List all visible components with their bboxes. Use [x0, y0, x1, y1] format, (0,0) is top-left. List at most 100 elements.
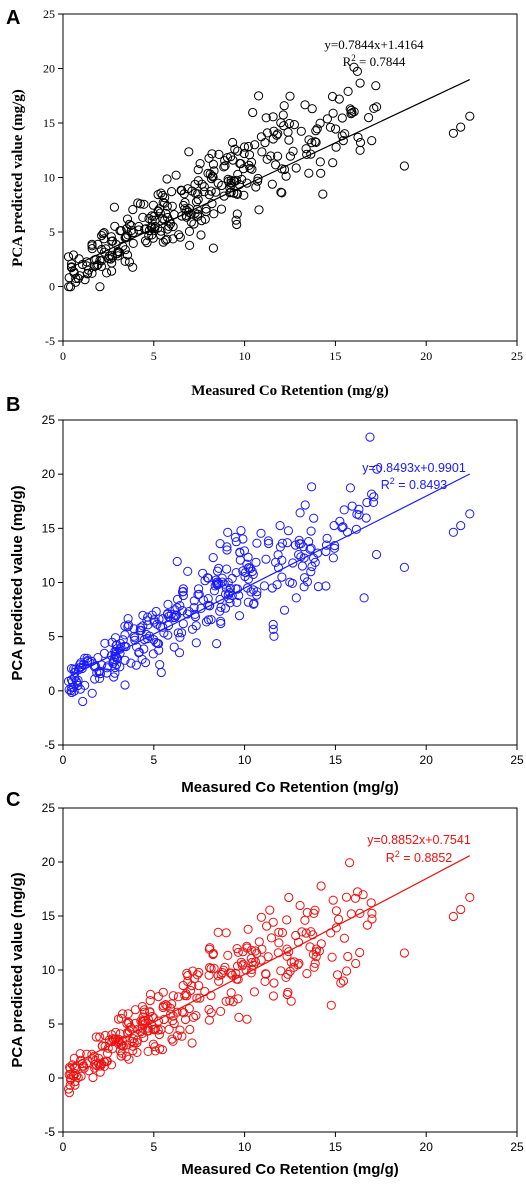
scatter-point [95, 1032, 105, 1042]
scatter-point [287, 578, 297, 589]
scatter-point [124, 257, 135, 267]
scatter-point [283, 969, 293, 979]
scatter-point [149, 211, 159, 221]
scatter-point [156, 230, 166, 240]
scatter-point [242, 941, 252, 951]
scatter-point [163, 620, 174, 631]
scatter-point [325, 122, 335, 132]
x-tick-label: 0 [60, 349, 66, 363]
scatter-point [232, 974, 242, 984]
x-tick-label: 0 [60, 1140, 67, 1154]
scatter-point [291, 593, 301, 603]
scatter-point [353, 132, 363, 142]
scatter-point [328, 108, 338, 118]
scatter-point [311, 126, 321, 136]
scatter-point [206, 991, 216, 1001]
scatter-point [216, 969, 226, 980]
scatter-point [184, 226, 195, 236]
scatter-point [260, 138, 270, 148]
scatter-point [329, 543, 340, 553]
scatter-point [293, 960, 303, 970]
scatter-point [116, 1051, 126, 1061]
scatter-point [172, 556, 182, 567]
scatter-point [87, 268, 97, 278]
scatter-point [167, 187, 177, 197]
scatter-point [173, 992, 183, 1002]
scatter-point [268, 134, 278, 144]
scatter-point [90, 662, 100, 672]
scatter-point [347, 501, 357, 511]
scatter-point [243, 924, 253, 934]
scatter-point [216, 204, 227, 214]
scatter-point [306, 526, 316, 536]
scatter-point [322, 114, 332, 124]
scatter-point [139, 199, 149, 209]
scatter-point [199, 187, 209, 197]
scatter-point [215, 606, 225, 616]
scatter-point [216, 616, 226, 626]
scatter-point [245, 564, 255, 574]
scatter-point [87, 1049, 97, 1060]
scatter-point [193, 176, 203, 186]
scatter-point [341, 892, 352, 902]
scatter-point [185, 240, 195, 250]
x-tick-label: 5 [151, 349, 157, 363]
scatter-point [358, 890, 368, 900]
scatter-point [169, 1019, 179, 1029]
scatter-point [267, 179, 277, 189]
scatter-point [78, 696, 88, 707]
scatter-point [456, 904, 466, 915]
scatter-point [150, 1046, 160, 1056]
scatter-point [149, 617, 159, 627]
scatter-point [232, 209, 242, 219]
scatter-point [99, 228, 109, 238]
scatter-point [289, 120, 299, 130]
scatter-point [128, 205, 138, 215]
scatter-point [353, 887, 363, 897]
scatter-point [256, 528, 266, 538]
scatter-point [296, 552, 306, 562]
scatter-point [206, 1008, 216, 1018]
scatter-point [262, 128, 272, 138]
scatter-point [221, 996, 231, 1006]
scatter-point [231, 568, 241, 578]
scatter-point [121, 1051, 132, 1062]
scatter-point [143, 1046, 153, 1057]
scatter-point [184, 147, 194, 157]
scatter-point [225, 583, 235, 594]
scatter-point [183, 566, 193, 577]
scatter-point [261, 113, 271, 123]
scatter-point [252, 590, 262, 600]
scatter-point [276, 118, 286, 128]
scatter-point [259, 581, 269, 591]
scatter-point [131, 660, 141, 670]
scatter-point [273, 563, 284, 573]
scatter-point [83, 268, 93, 278]
scatter-point [147, 610, 157, 620]
scatter-point [209, 586, 219, 596]
scatter-point [311, 952, 321, 962]
scatter-point [155, 660, 165, 670]
scatter-point [276, 966, 286, 976]
scatter-point [66, 259, 77, 269]
scatter-point [328, 158, 338, 168]
scatter-point [87, 688, 97, 698]
x-tick-labels-b: 0 5 10 15 20 25 [60, 745, 524, 767]
scatter-point [338, 976, 349, 986]
scatter-point [132, 1038, 142, 1048]
scatter-point [277, 572, 287, 582]
x-tick-label: 5 [150, 753, 157, 767]
scatter-point [65, 1062, 75, 1072]
scatter-point [191, 197, 201, 207]
scatter-point [284, 118, 294, 129]
scatter-point [216, 602, 226, 613]
scatter-point [92, 668, 102, 678]
scatter-point [284, 947, 294, 957]
scatter-point [351, 524, 361, 534]
scatter-point [219, 579, 229, 589]
scatter-point [309, 962, 319, 972]
scatter-point [208, 243, 218, 253]
scatter-point [193, 165, 203, 175]
scatter-point [343, 86, 353, 97]
scatter-point [238, 534, 248, 544]
